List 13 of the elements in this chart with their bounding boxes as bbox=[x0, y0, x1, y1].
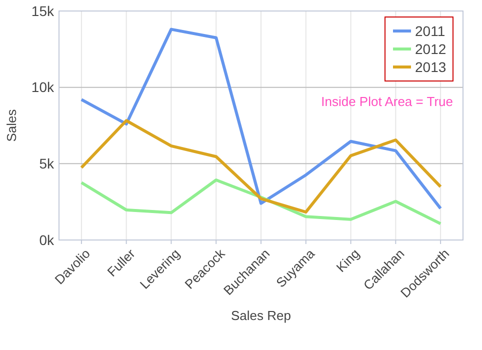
y-axis-title: Sales bbox=[4, 108, 19, 142]
legend-label: 2013 bbox=[415, 58, 446, 75]
y-tick-label: 5k bbox=[39, 156, 55, 172]
line-series bbox=[80, 119, 442, 214]
y-tick-label: 15k bbox=[31, 2, 55, 19]
x-axis-title: Sales Rep bbox=[231, 308, 291, 323]
x-tick-label: King bbox=[333, 246, 362, 275]
y-tick-label: 10k bbox=[31, 79, 55, 96]
line-series bbox=[80, 178, 442, 226]
legend-label: 2012 bbox=[415, 40, 446, 57]
y-tick-label: 0k bbox=[39, 232, 55, 248]
annotation: Inside Plot Area = True bbox=[321, 94, 453, 109]
legend-label: 2011 bbox=[415, 22, 446, 39]
